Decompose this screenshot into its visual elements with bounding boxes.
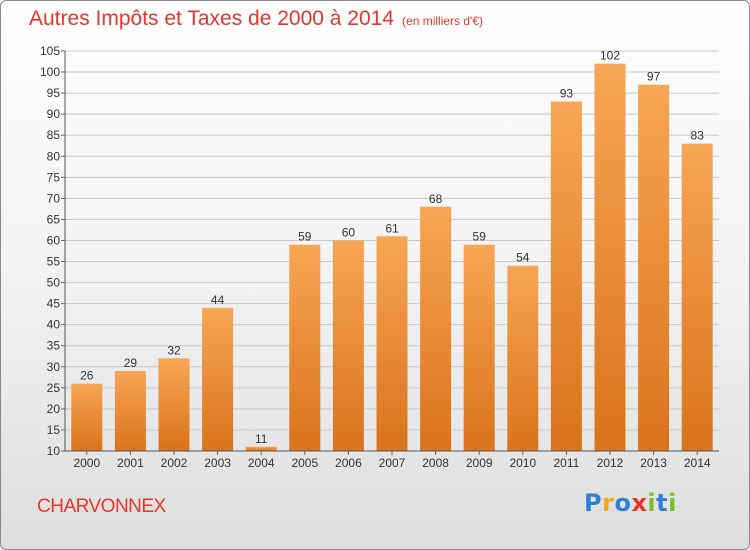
x-tick-label: 2009: [466, 456, 493, 470]
bar: [594, 63, 626, 451]
x-tick-label: 2008: [422, 456, 449, 470]
data-label: 54: [516, 251, 530, 265]
data-label: 93: [560, 87, 574, 101]
x-tick-label: 2012: [597, 456, 624, 470]
bar: [638, 84, 670, 452]
bar: [550, 101, 582, 452]
data-label: 60: [342, 225, 356, 239]
x-tick-label: 2000: [73, 456, 100, 470]
logo-letter: x: [631, 489, 648, 517]
data-label: 59: [298, 230, 312, 244]
x-tick-label: 2004: [248, 456, 275, 470]
data-label: 44: [211, 293, 225, 307]
y-tick-label: 25: [47, 381, 61, 395]
commune-name: CHARVONNEX: [37, 496, 166, 517]
chart-title: Autres Impôts et Taxes de 2000 à 2014: [29, 7, 395, 30]
y-tick-label: 15: [47, 423, 61, 437]
bar: [376, 236, 408, 451]
y-tick-label: 35: [47, 339, 61, 353]
x-axis-ticks: 2000 2001 2002 2003 2004 2005 2006 2007 2008 2009…: [73, 451, 711, 470]
data-label: 26: [80, 369, 94, 383]
x-tick-label: 2001: [117, 456, 144, 470]
data-label: 68: [429, 192, 443, 206]
data-label: 59: [473, 230, 487, 244]
bar: [289, 244, 321, 451]
bar: [420, 206, 452, 451]
y-tick-label: 70: [47, 191, 61, 205]
y-tick-label: 20: [47, 402, 61, 416]
y-tick-label: 40: [47, 318, 61, 332]
proxiti-logo[interactable]: Proxiti: [584, 489, 677, 517]
x-tick-label: 2007: [379, 456, 406, 470]
data-label: 83: [691, 129, 705, 143]
bar: [158, 358, 190, 451]
data-label: 29: [124, 356, 138, 370]
y-tick-label: 55: [47, 255, 61, 269]
x-tick-label: 2010: [509, 456, 536, 470]
y-tick-label: 85: [47, 128, 61, 142]
x-tick-label: 2002: [161, 456, 188, 470]
y-tick-label: 90: [47, 107, 61, 121]
y-tick-label: 95: [47, 86, 61, 100]
data-label: 32: [167, 343, 181, 357]
data-label: 61: [385, 221, 399, 235]
chart-subtitle: (en milliers d'€): [402, 14, 484, 28]
data-label: 97: [647, 70, 661, 84]
x-tick-label: 2005: [291, 456, 318, 470]
bar: [202, 307, 234, 451]
bar: [114, 371, 146, 451]
bar: [681, 143, 713, 451]
x-tick-label: 2003: [204, 456, 231, 470]
x-tick-label: 2006: [335, 456, 362, 470]
bar: [332, 240, 364, 451]
data-labels: 26 29 32 44 11 59 60 61 68 59 54 93 102 97 83: [80, 49, 704, 446]
y-tick-label: 50: [47, 276, 61, 290]
bar: [463, 244, 495, 451]
data-label: 11: [255, 432, 268, 446]
data-label: 102: [600, 49, 620, 63]
logo-letter: t: [656, 489, 669, 517]
y-tick-label: 60: [47, 233, 61, 247]
bar: [245, 446, 277, 451]
logo-letter: i: [668, 489, 677, 517]
x-tick-label: 2013: [640, 456, 667, 470]
y-tick-label: 100: [40, 65, 60, 79]
bar: [71, 383, 103, 451]
y-axis-ticks: 10 15 20 25 30 35 40 45 50 55 60 65 70 75 80 85 90 95 100 1…: [40, 44, 65, 458]
y-tick-label: 105: [40, 44, 60, 58]
y-tick-label: 80: [47, 149, 61, 163]
chart-title-block: Autres Impôts et Taxes de 2000 à 2014 (en…: [29, 7, 483, 31]
bars: [71, 63, 713, 452]
logo-letter: r: [602, 489, 615, 517]
bar: [507, 265, 539, 451]
x-tick-label: 2011: [553, 456, 579, 470]
y-tick-label: 10: [47, 444, 61, 458]
y-tick-label: 30: [47, 360, 61, 374]
x-tick-label: 2014: [684, 456, 711, 470]
y-tick-label: 65: [47, 212, 61, 226]
logo-letter: o: [614, 489, 632, 517]
y-tick-label: 75: [47, 170, 61, 184]
y-tick-label: 45: [47, 297, 61, 311]
logo-letter: i: [647, 489, 657, 517]
logo-letter: P: [584, 489, 603, 517]
